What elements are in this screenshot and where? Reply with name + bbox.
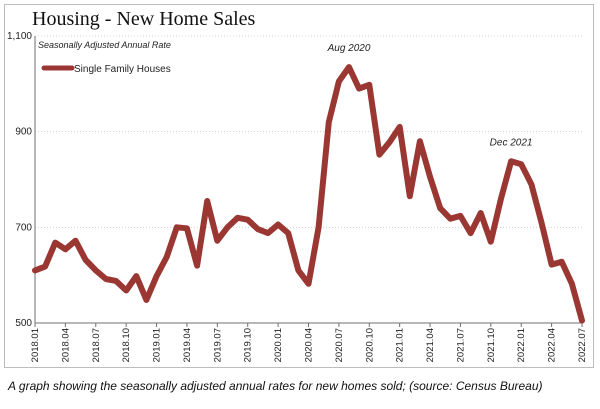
- x-tick-label: 2020.04: [304, 328, 315, 362]
- legend: Single Family Houses: [41, 64, 171, 75]
- y-tick-label: 900: [15, 127, 32, 138]
- gridlines: [35, 35, 582, 228]
- y-tick-labels: 1,100 900 700 500: [7, 31, 32, 329]
- series-line-single-family-houses: [32, 64, 585, 324]
- x-tick-label: 2020.01: [273, 328, 284, 362]
- annotation-label: Aug 2020: [327, 43, 371, 54]
- x-tick-label: 2018.10: [121, 328, 132, 362]
- chart-frame: [4, 4, 594, 368]
- chart-subtitle: Seasonally Adjusted Annual Rate: [38, 40, 171, 50]
- x-tick-label: 2020.10: [364, 328, 375, 362]
- x-tick-label: 2022.01: [516, 328, 527, 362]
- y-tick-label: 1,100: [7, 31, 32, 42]
- x-tick-label: 2019.04: [182, 328, 193, 362]
- y-tick-label: 500: [15, 318, 32, 329]
- y-tick-label: 700: [15, 222, 32, 233]
- x-tick-label: 2021.01: [395, 328, 406, 362]
- x-tick-label: 2019.10: [243, 328, 254, 362]
- axes: [34, 36, 583, 327]
- x-tick-label: 2019.07: [212, 328, 223, 362]
- caption: A graph showing the seasonally adjusted …: [8, 379, 543, 393]
- x-tick-label: 2021.10: [486, 328, 497, 362]
- x-tick-label: 2019.01: [152, 328, 163, 362]
- x-tick-label: 2020.07: [334, 328, 345, 362]
- annotation-label: Dec 2021: [490, 137, 533, 148]
- x-tick-label: 2022.07: [577, 328, 588, 362]
- x-tick-label: 2018.01: [30, 328, 41, 362]
- series-layer: [32, 64, 585, 324]
- x-tick-label: 2018.04: [60, 328, 71, 362]
- legend-label: Single Family Houses: [74, 64, 171, 75]
- x-tick-labels: 2018.01 2018.04 2018.07 2018.10 2019.01 2019.…: [30, 328, 588, 362]
- x-tick-label: 2021.07: [455, 328, 466, 362]
- x-tick-label: 2018.07: [91, 328, 102, 362]
- x-tick-label: 2022.04: [547, 328, 558, 362]
- x-tick-label: 2021.04: [425, 328, 436, 362]
- chart-title: Housing - New Home Sales: [32, 8, 256, 30]
- annotations: Aug 2020 Dec 2021: [327, 43, 533, 148]
